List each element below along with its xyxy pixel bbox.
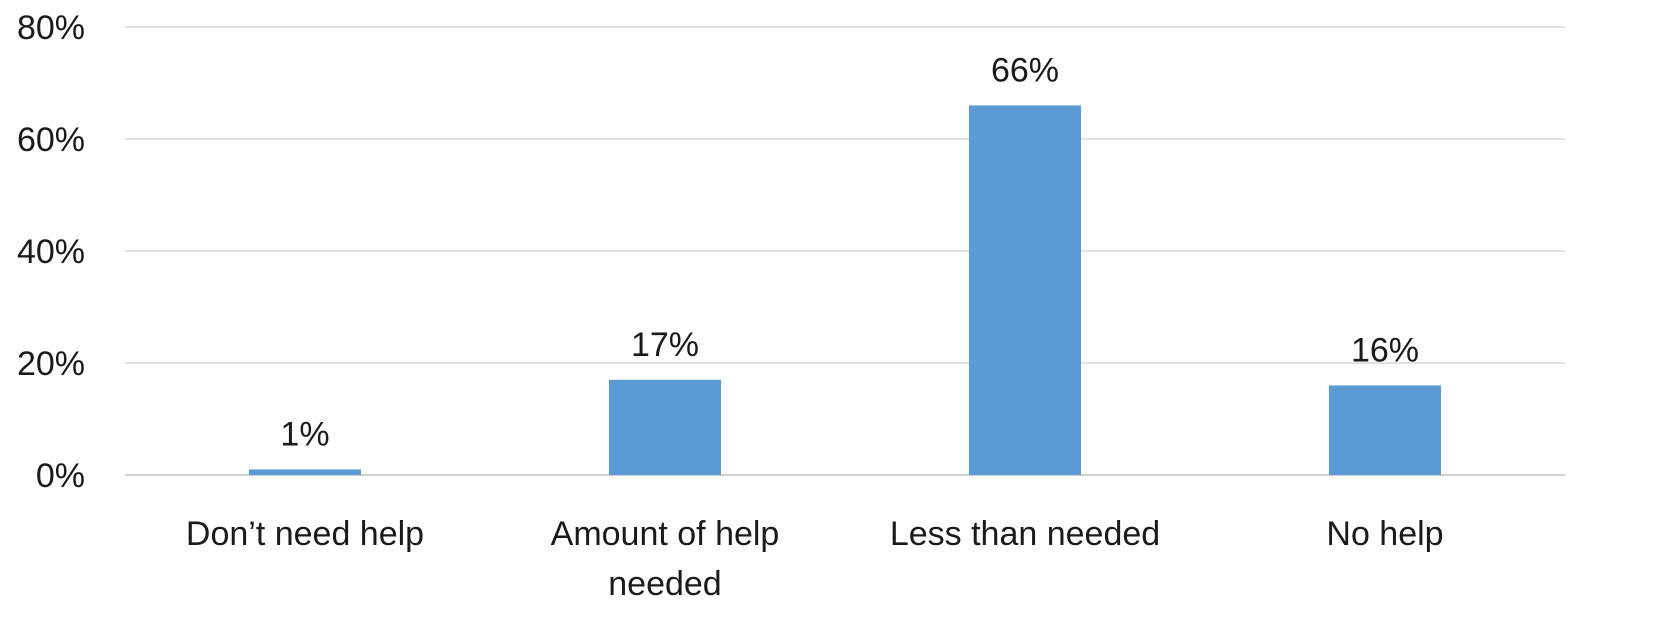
x-category-label-line: Don’t need help: [186, 515, 424, 553]
x-category-label-line: Less than needed: [890, 515, 1160, 553]
x-category-label: No help: [1326, 515, 1443, 553]
data-label: 66%: [991, 51, 1059, 89]
data-label: 17%: [631, 326, 699, 364]
y-axis-ticks: 0% 20% 40% 60% 80%: [17, 9, 85, 495]
bar: [609, 379, 721, 475]
data-labels: 1% 17% 66% 16%: [280, 51, 1419, 453]
x-category-label-line: Amount of help: [551, 515, 780, 553]
x-category-label-line: No help: [1326, 515, 1443, 553]
y-tick-label: 80%: [17, 9, 85, 47]
data-label: 1%: [280, 415, 329, 453]
bar: [969, 105, 1081, 476]
y-tick-label: 20%: [17, 345, 85, 383]
bar: [249, 469, 361, 475]
bars: [249, 105, 1441, 476]
y-tick-label: 40%: [17, 233, 85, 271]
x-category-label: Don’t need help: [186, 515, 424, 553]
gridlines: [125, 26, 1565, 476]
x-category-label: Amount of help needed: [551, 515, 780, 603]
bar: [1329, 385, 1441, 475]
x-category-label-line: needed: [608, 565, 721, 603]
x-category-label: Less than needed: [890, 515, 1160, 553]
y-tick-label: 0%: [36, 457, 85, 495]
data-label: 16%: [1351, 331, 1419, 369]
x-axis-categories: Don’t need help Amount of help needed Less …: [186, 515, 1444, 603]
y-tick-label: 60%: [17, 121, 85, 159]
